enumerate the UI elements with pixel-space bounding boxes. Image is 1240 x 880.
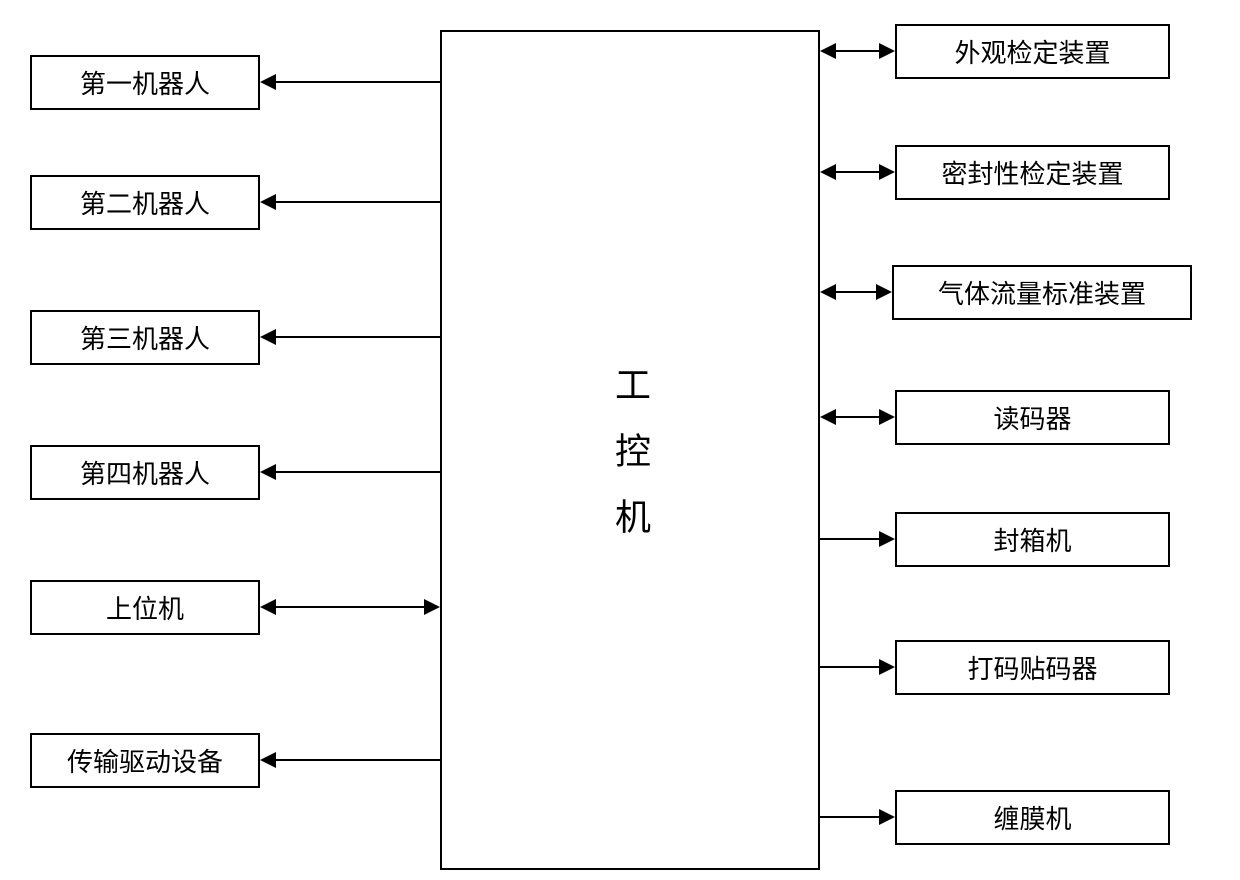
robot3-connector bbox=[276, 336, 440, 338]
robot4-connector bbox=[276, 471, 440, 473]
seal-connector bbox=[836, 171, 879, 173]
reader-connector bbox=[836, 416, 879, 418]
robot3-box: 第三机器人 bbox=[30, 310, 260, 365]
gasflow-arrowhead-left bbox=[820, 284, 836, 300]
wrapper-box: 缠膜机 bbox=[895, 790, 1170, 845]
seal-arrowhead-left bbox=[820, 164, 836, 180]
reader-box: 读码器 bbox=[895, 390, 1170, 445]
drive-connector bbox=[276, 759, 440, 761]
sealer-arrowhead bbox=[879, 531, 895, 547]
center-controller: 工控机 bbox=[440, 30, 820, 870]
host-arrowhead-left bbox=[260, 599, 276, 615]
appearance-connector bbox=[836, 50, 879, 52]
gasflow-box: 气体流量标准装置 bbox=[892, 265, 1192, 320]
robot2-box: 第二机器人 bbox=[30, 175, 260, 230]
appearance-arrowhead-right bbox=[879, 43, 895, 59]
robot1-connector bbox=[276, 81, 440, 83]
sealer-box: 封箱机 bbox=[895, 512, 1170, 567]
robot4-box: 第四机器人 bbox=[30, 445, 260, 500]
reader-arrowhead-left bbox=[820, 409, 836, 425]
wrapper-connector bbox=[820, 816, 879, 818]
appearance-arrowhead-left bbox=[820, 43, 836, 59]
seal-box: 密封性检定装置 bbox=[895, 145, 1170, 200]
robot1-arrowhead bbox=[260, 74, 276, 90]
gasflow-arrowhead-right bbox=[876, 284, 892, 300]
robot4-arrowhead bbox=[260, 464, 276, 480]
coder-connector bbox=[820, 666, 879, 668]
robot2-arrowhead bbox=[260, 194, 276, 210]
appearance-box: 外观检定装置 bbox=[895, 24, 1170, 79]
robot3-arrowhead bbox=[260, 329, 276, 345]
robot2-connector bbox=[276, 201, 440, 203]
reader-arrowhead-right bbox=[879, 409, 895, 425]
wrapper-arrowhead bbox=[879, 809, 895, 825]
drive-box: 传输驱动设备 bbox=[30, 733, 260, 788]
coder-box: 打码贴码器 bbox=[895, 640, 1170, 695]
host-connector bbox=[276, 606, 424, 608]
drive-arrowhead bbox=[260, 752, 276, 768]
seal-arrowhead-right bbox=[879, 164, 895, 180]
robot1-box: 第一机器人 bbox=[30, 55, 260, 110]
gasflow-connector bbox=[836, 291, 876, 293]
host-arrowhead-right bbox=[424, 599, 440, 615]
coder-arrowhead bbox=[879, 659, 895, 675]
sealer-connector bbox=[820, 538, 879, 540]
host-box: 上位机 bbox=[30, 580, 260, 635]
